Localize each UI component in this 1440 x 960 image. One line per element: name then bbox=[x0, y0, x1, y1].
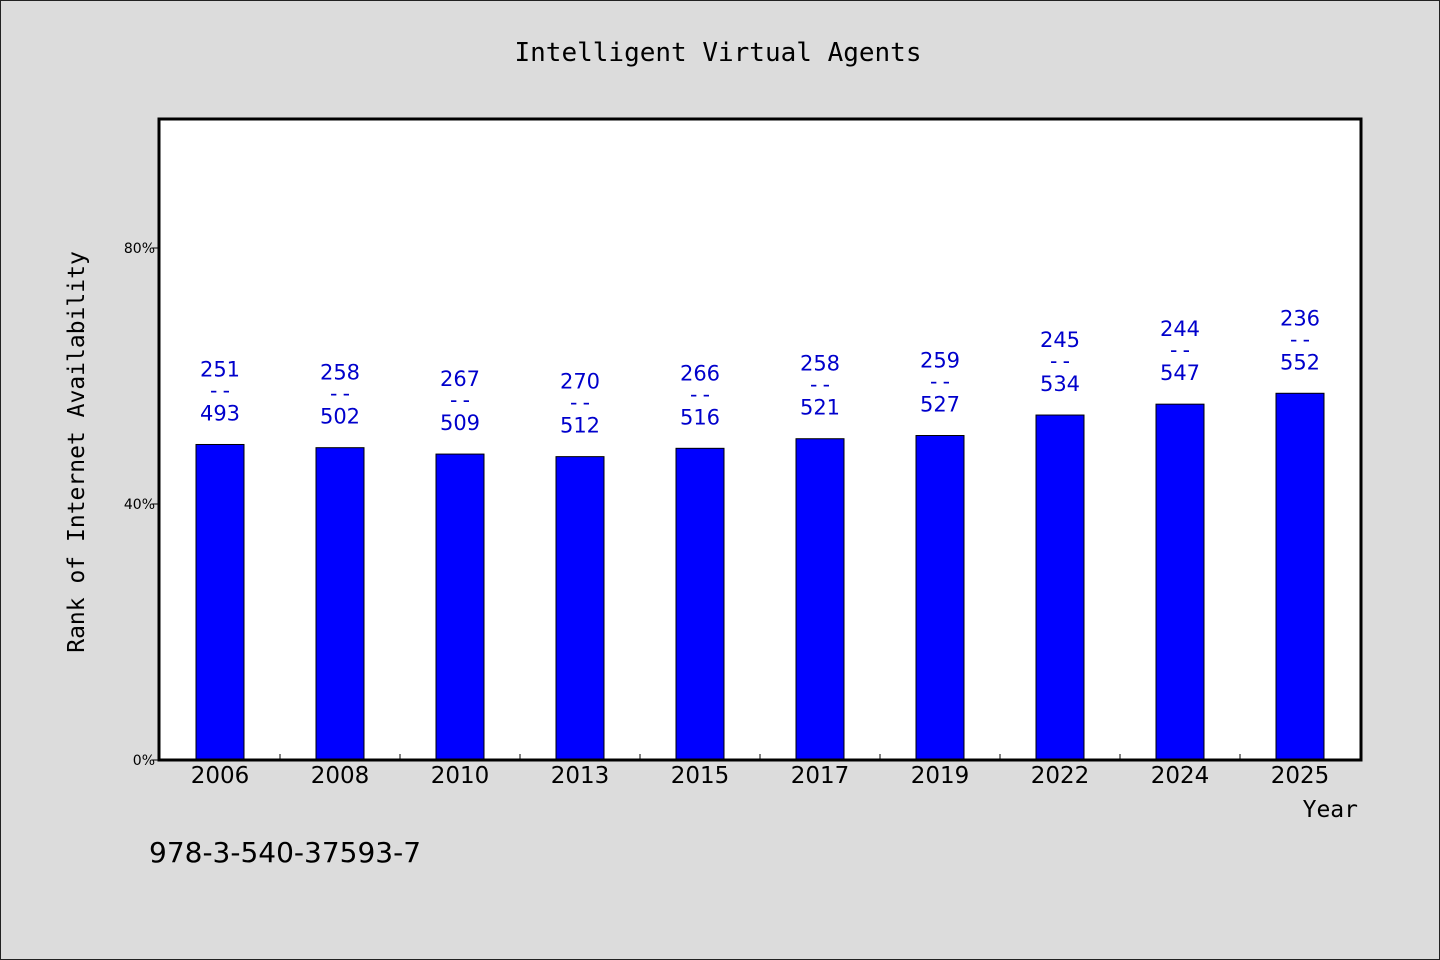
bar-2008 bbox=[315, 447, 365, 761]
data-label-top-2008: 258 bbox=[320, 361, 360, 385]
data-label-bottom-2019: 527 bbox=[920, 393, 960, 417]
x-tick-label-2008: 2008 bbox=[311, 763, 370, 789]
data-label-separator-2006: -- bbox=[207, 378, 232, 402]
x-tick-label-2010: 2010 bbox=[431, 763, 490, 789]
data-label-separator-2019: -- bbox=[927, 370, 952, 394]
x-tick-label-2024: 2024 bbox=[1151, 763, 1210, 789]
data-label-bottom-2017: 521 bbox=[800, 396, 840, 420]
bar-2010 bbox=[435, 453, 485, 761]
chart-title: Intelligent Virtual Agents bbox=[515, 38, 922, 68]
data-label-separator-2025: -- bbox=[1287, 327, 1312, 351]
data-label-bottom-2024: 547 bbox=[1160, 361, 1200, 385]
y-tick-label-80: 80% bbox=[124, 241, 155, 257]
data-label-top-2015: 266 bbox=[680, 361, 720, 385]
data-labels: 251--493258--502267--509270--512266--516… bbox=[200, 306, 1320, 437]
data-label-separator-2008: -- bbox=[327, 382, 352, 406]
data-label-separator-2017: -- bbox=[807, 373, 832, 397]
data-label-top-2006: 251 bbox=[200, 357, 240, 381]
data-label-bottom-2025: 552 bbox=[1280, 350, 1320, 374]
data-label-separator-2024: -- bbox=[1167, 338, 1192, 362]
bar-2017 bbox=[795, 438, 845, 761]
data-label-bottom-2008: 502 bbox=[320, 405, 360, 429]
data-label-bottom-2015: 516 bbox=[680, 405, 720, 429]
bar-2015 bbox=[675, 447, 725, 761]
x-tick-label-2022: 2022 bbox=[1031, 763, 1090, 789]
bar-2013 bbox=[555, 456, 605, 761]
data-label-separator-2010: -- bbox=[447, 388, 472, 412]
bar-2019 bbox=[915, 435, 965, 761]
footer-isbn: 978-3-540-37593-7 bbox=[149, 836, 421, 869]
y-axis-label: Rank of Internet Availability bbox=[64, 251, 90, 653]
data-label-bottom-2022: 534 bbox=[1040, 372, 1080, 396]
data-label-bottom-2006: 493 bbox=[200, 401, 240, 425]
data-label-bottom-2010: 509 bbox=[440, 411, 480, 435]
bar-2006 bbox=[195, 443, 245, 761]
x-tick-label-2006: 2006 bbox=[191, 763, 250, 789]
bar-2025 bbox=[1275, 392, 1325, 761]
data-label-separator-2022: -- bbox=[1047, 349, 1072, 373]
data-label-top-2010: 267 bbox=[440, 367, 480, 391]
x-tick-label-2013: 2013 bbox=[551, 763, 610, 789]
axis-ticks: 2006 2008 2010 2013 2015 2017 2019 2022 2024 2025… bbox=[124, 241, 1329, 789]
y-tick-label-40: 40% bbox=[124, 497, 155, 513]
data-label-separator-2013: -- bbox=[567, 391, 592, 415]
data-label-bottom-2013: 512 bbox=[560, 414, 600, 438]
x-axis-label: Year bbox=[1303, 797, 1358, 823]
data-label-top-2025: 236 bbox=[1280, 306, 1320, 330]
data-label-top-2013: 270 bbox=[560, 370, 600, 394]
x-tick-label-2015: 2015 bbox=[671, 763, 730, 789]
x-tick-label-2019: 2019 bbox=[911, 763, 970, 789]
data-label-top-2017: 258 bbox=[800, 352, 840, 376]
x-tick-label-2017: 2017 bbox=[791, 763, 850, 789]
data-label-top-2019: 259 bbox=[920, 349, 960, 373]
x-tick-label-2025: 2025 bbox=[1271, 763, 1330, 789]
data-label-top-2022: 245 bbox=[1040, 328, 1080, 352]
plot-border bbox=[157, 117, 1363, 762]
bar-2022 bbox=[1035, 414, 1085, 761]
data-label-top-2024: 244 bbox=[1160, 317, 1200, 341]
bars bbox=[195, 392, 1325, 761]
data-label-separator-2015: -- bbox=[687, 382, 712, 406]
y-tick-label-0: 0% bbox=[133, 753, 155, 769]
bar-2024 bbox=[1155, 403, 1205, 761]
